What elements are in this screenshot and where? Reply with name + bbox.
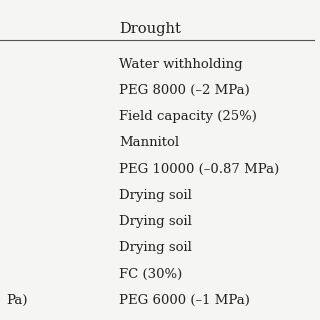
Text: Water withholding: Water withholding [119, 58, 243, 71]
Text: FC (30%): FC (30%) [119, 268, 182, 281]
Text: PEG 10000 (–0.87 MPa): PEG 10000 (–0.87 MPa) [119, 163, 279, 176]
Text: PEG 8000 (–2 MPa): PEG 8000 (–2 MPa) [119, 84, 250, 97]
Text: Field capacity (25%): Field capacity (25%) [119, 110, 257, 123]
Text: PEG 6000 (–1 MPa): PEG 6000 (–1 MPa) [119, 294, 250, 307]
Text: Drought: Drought [119, 22, 181, 36]
Text: Pa): Pa) [6, 294, 28, 307]
Text: Drying soil: Drying soil [119, 241, 192, 254]
Text: Drying soil: Drying soil [119, 189, 192, 202]
Text: Drying soil: Drying soil [119, 215, 192, 228]
Text: Mannitol: Mannitol [119, 136, 179, 149]
